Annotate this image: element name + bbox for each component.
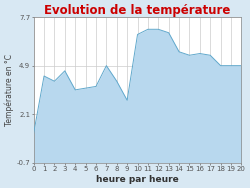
Title: Evolution de la température: Evolution de la température (44, 4, 231, 17)
Y-axis label: Température en °C: Température en °C (4, 54, 14, 126)
X-axis label: heure par heure: heure par heure (96, 175, 179, 184)
